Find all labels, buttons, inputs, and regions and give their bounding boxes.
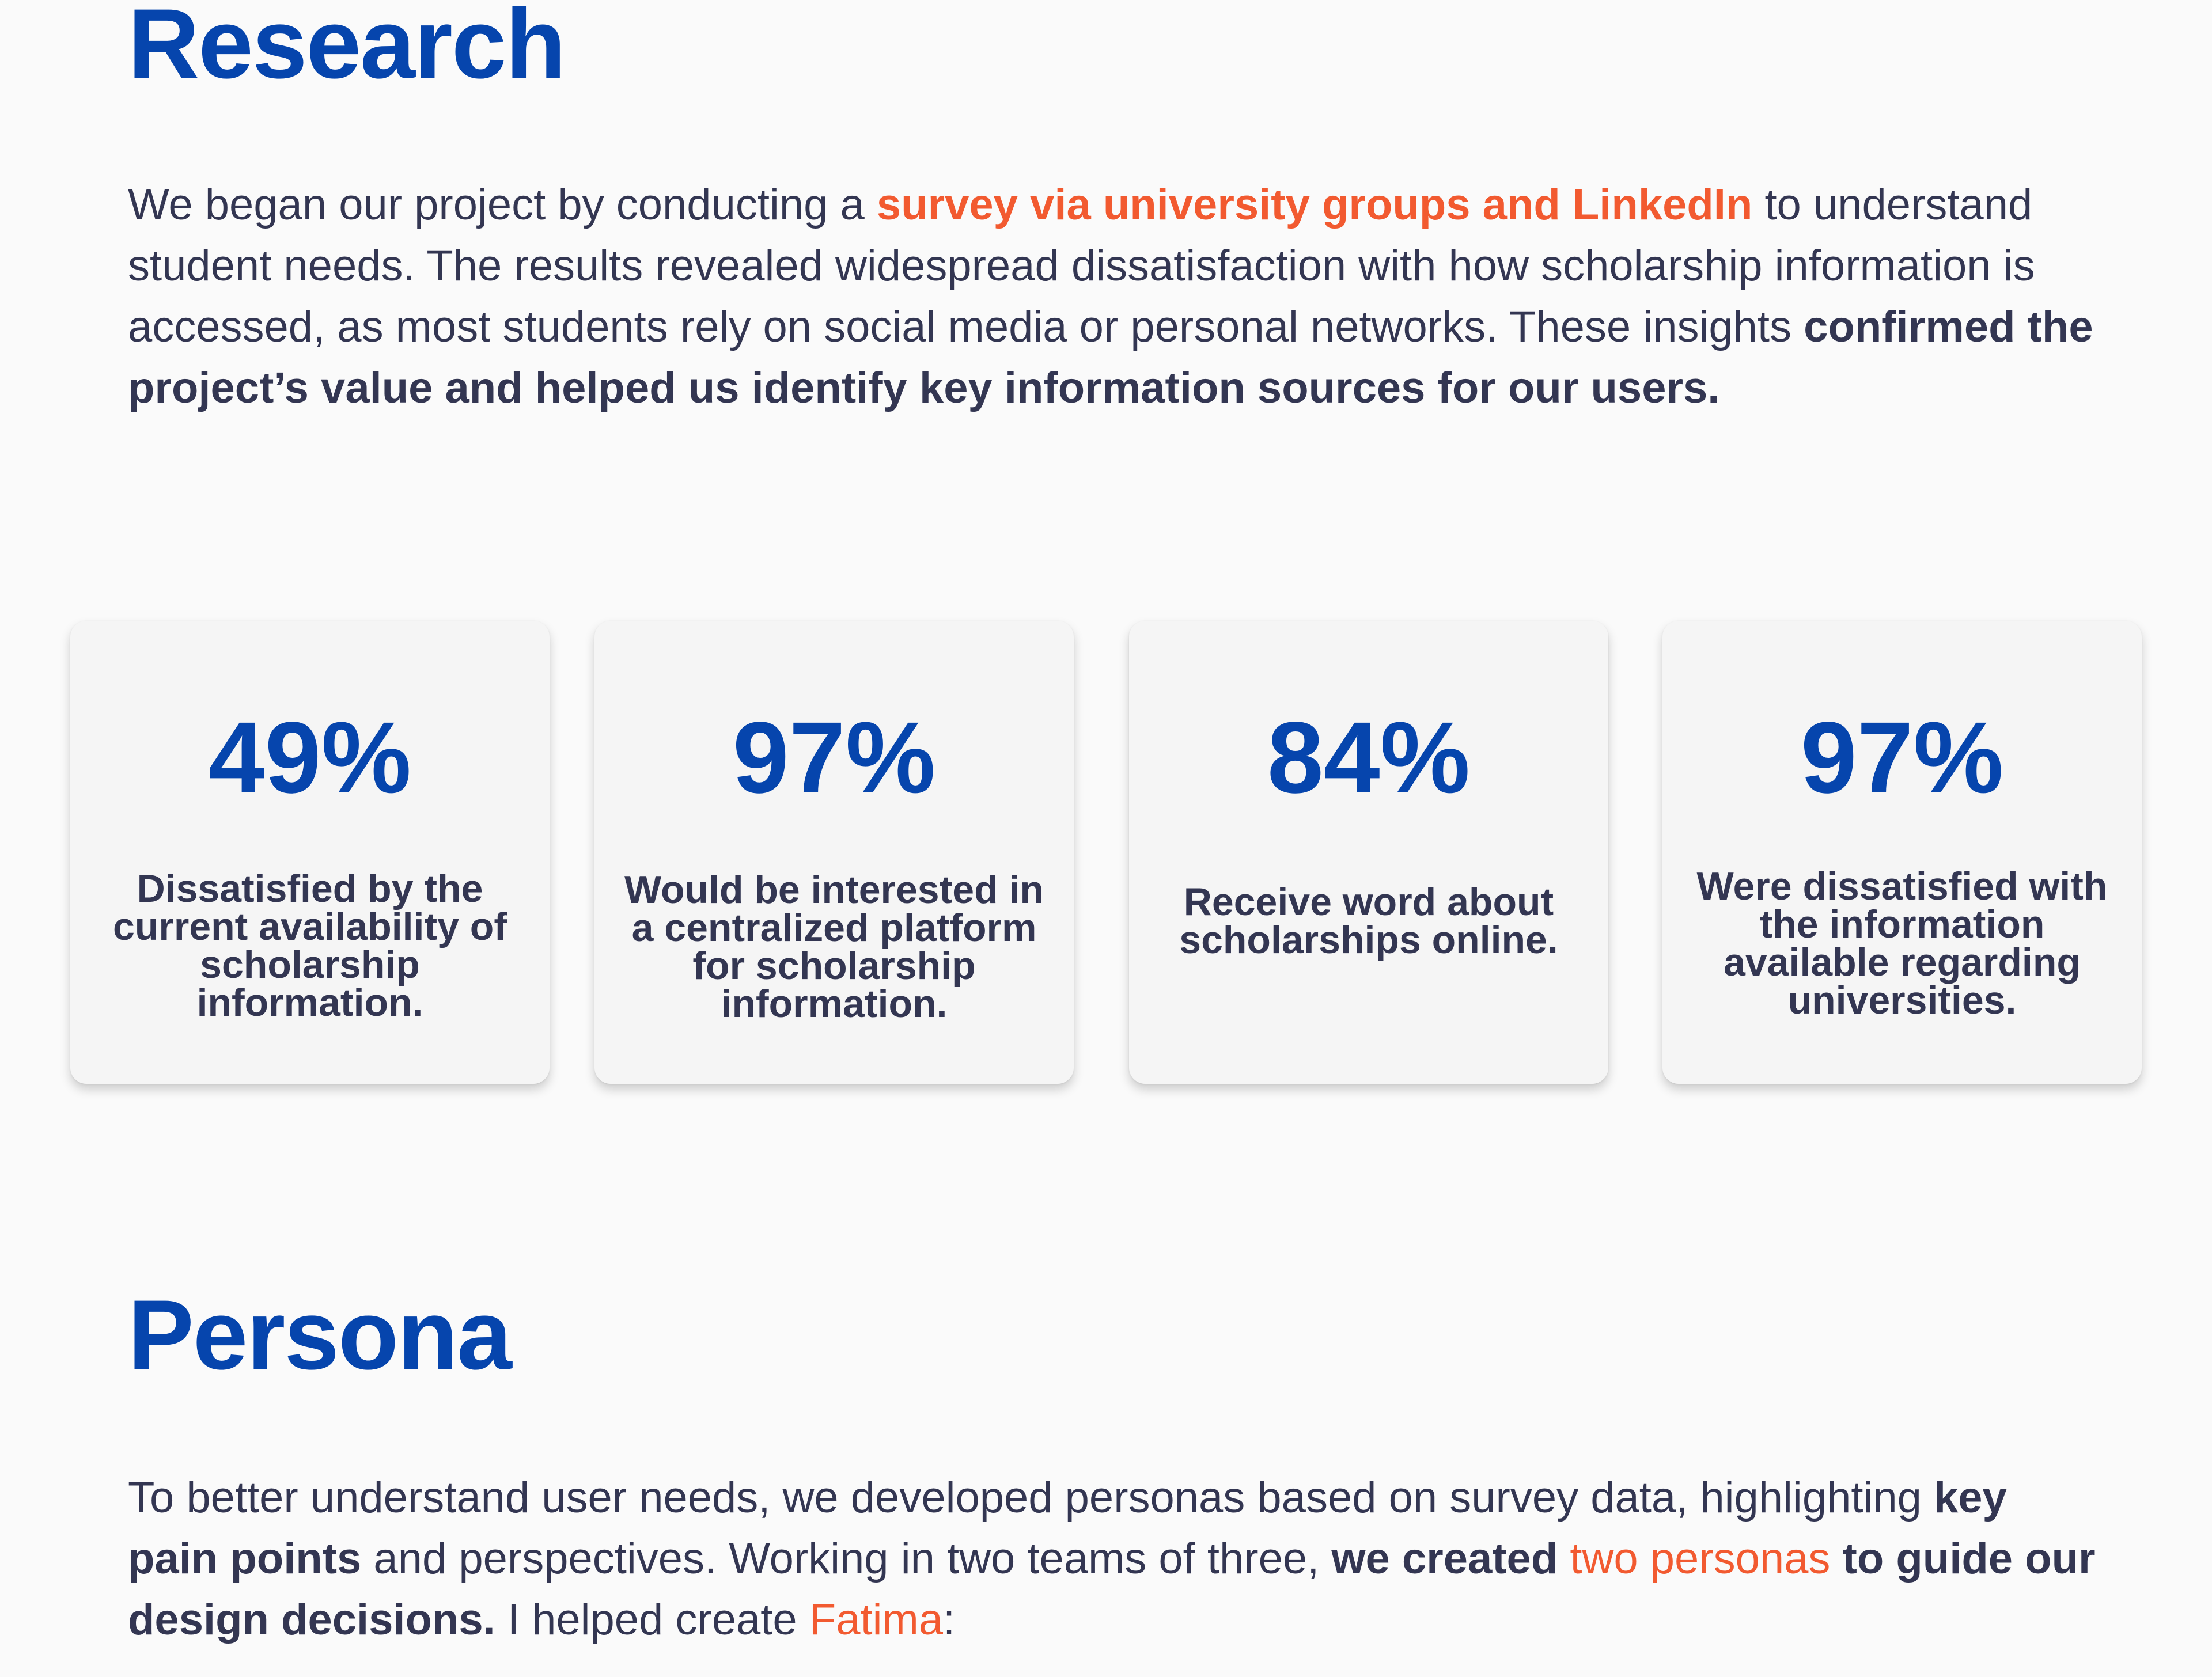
research-text-1: We began our project by conducting a: [128, 180, 877, 229]
survey-highlight: survey via university groups and LinkedI…: [876, 180, 1753, 229]
stat-value: 84%: [1267, 701, 1471, 814]
stat-value: 97%: [732, 701, 936, 814]
pain-points-highlight: key pain points: [128, 1473, 2007, 1583]
persona-created-text: we created: [1331, 1534, 1570, 1583]
persona-text-3: I helped create: [495, 1595, 809, 1644]
research-text-2: to understand student needs. The results…: [128, 180, 2035, 351]
stat-label: Receive word about scholarships online.: [1179, 880, 1558, 962]
stat-card-3: 84% Receive word about scholarships onli…: [1129, 621, 1608, 1084]
research-conclusion: confirmed the project’s value and helped…: [128, 302, 2093, 412]
fatima-highlight: Fatima: [809, 1595, 944, 1644]
stat-card-4: 97% Were dissatisfied with the informati…: [1662, 621, 2142, 1084]
persona-text-1: To better understand user needs, we deve…: [128, 1473, 1934, 1522]
persona-text-2: and perspectives. Working in two teams o…: [361, 1534, 1332, 1583]
stat-label: Were dissatisfied with the information a…: [1696, 864, 2108, 1022]
research-heading: Research: [128, 0, 566, 99]
stat-card-1: 49% Dissatisfied by the current availabi…: [70, 621, 550, 1084]
stat-card-2: 97% Would be interested in a centralized…: [594, 621, 1074, 1084]
persona-design-text: to guide our design decisions.: [128, 1534, 2096, 1644]
research-paragraph: We began our project by conducting a sur…: [128, 174, 2098, 419]
stat-value: 97%: [1800, 701, 2004, 814]
stat-label: Would be interested in a centralized pla…: [624, 868, 1044, 1026]
two-personas-highlight: two personas: [1570, 1534, 1831, 1583]
persona-heading: Persona: [128, 1280, 512, 1390]
persona-text-4: :: [943, 1595, 956, 1644]
stat-value: 49%: [208, 701, 412, 814]
persona-paragraph: To better understand user needs, we deve…: [128, 1467, 2098, 1651]
stat-label: Dissatisfied by the current availability…: [113, 867, 507, 1025]
